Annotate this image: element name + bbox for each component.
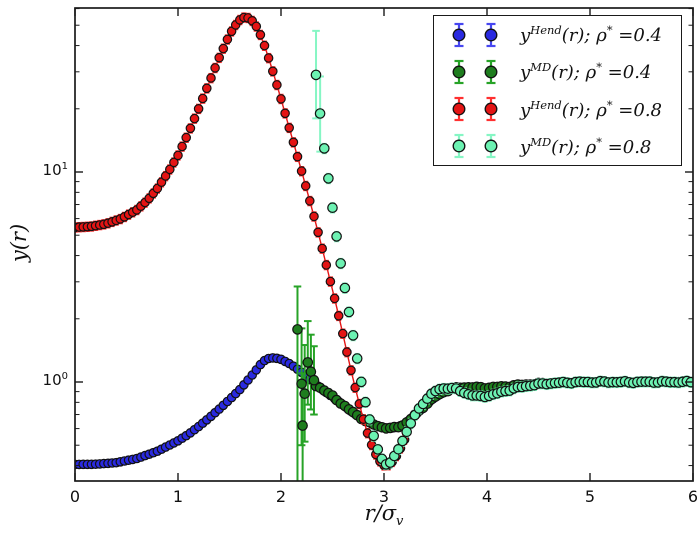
hend-rho08-marker [333, 310, 344, 321]
md-rho08-marker [331, 231, 342, 242]
hend-rho08-marker [189, 113, 200, 124]
legend-marker-md-rho08 [452, 134, 498, 159]
md-rho08-marker [314, 108, 326, 119]
md-rho08-marker [397, 435, 408, 447]
hend-rho08-marker [222, 34, 233, 45]
md-rho08-marker [351, 353, 363, 364]
hend-rho08-marker [337, 328, 348, 339]
hend-rho08-marker [342, 347, 352, 357]
md-rho04-marker [292, 324, 303, 335]
md-rho08-marker [310, 69, 322, 81]
legend-label: yHend(r); ρ* =0.8 [520, 97, 662, 121]
hend-rho08-marker [288, 137, 299, 148]
md-rho08-marker [343, 306, 355, 318]
md-rho08-marker [335, 258, 346, 269]
legend-marker-md-rho04 [452, 59, 498, 84]
md-rho04-marker [296, 378, 307, 390]
hend-rho08-marker [300, 181, 311, 191]
legend-entry-hend-rho08: yHend(r); ρ* =0.8 [434, 91, 681, 128]
md-rho08-marker [323, 173, 334, 184]
hend-rho08-marker [160, 171, 171, 181]
hend-rho08-marker [272, 80, 282, 90]
hend-rho08-marker [218, 43, 229, 54]
md-rho04-marker [297, 420, 308, 431]
legend-marker-hend-rho08 [452, 97, 498, 122]
legend-label: yMD(r); ρ* =0.8 [520, 134, 652, 158]
legend-label: yMD(r); ρ* =0.4 [520, 60, 652, 84]
md-rho08-marker [355, 376, 367, 388]
hend-rho08-marker [321, 260, 332, 270]
legend-entry-hend-rho04: yHend(r); ρ* =0.4 [434, 16, 681, 53]
hend-rho08-marker [210, 63, 220, 73]
hend-rho08-marker [177, 141, 187, 152]
hend-rho08-marker [325, 276, 336, 287]
data-layer [75, 12, 693, 481]
hend-rho08-marker [329, 293, 340, 304]
md-rho08-marker [327, 202, 338, 213]
legend: yHend(r); ρ* =0.4 yMD(r); ρ* =0.4 [433, 15, 682, 166]
hend-rho08-marker [181, 132, 191, 143]
hend-rho08-marker [292, 151, 303, 162]
md-rho04-marker [308, 374, 320, 386]
md-rho08-marker [372, 444, 384, 455]
legend-marker-hend-rho04 [452, 22, 498, 47]
hend-rho08-marker [214, 52, 224, 63]
hend-rho08-line [75, 16, 406, 467]
hend-rho08-marker [206, 73, 216, 83]
hend-rho08-marker [202, 83, 212, 94]
hend-rho08-marker [169, 157, 179, 168]
md-rho08-marker [347, 330, 359, 341]
hend-rho08-marker [255, 29, 266, 40]
md-rho08-marker [368, 430, 379, 442]
md-rho08-marker [364, 414, 375, 425]
hend-rho08-marker [197, 93, 208, 104]
legend-entry-md-rho08: yMD(r); ρ* =0.8 [434, 128, 681, 165]
hend-rho08-marker [276, 94, 286, 104]
hend-rho08-marker [346, 365, 356, 376]
hend-rho08-marker [317, 243, 327, 254]
md-rho08-marker [339, 282, 351, 294]
hend-rho08-marker [280, 108, 290, 119]
hend-rho08-marker [251, 21, 262, 32]
legend-entry-md-rho04: yMD(r); ρ* =0.4 [434, 53, 681, 90]
md-rho08-marker [360, 396, 371, 408]
hend-rho08-marker [313, 227, 323, 238]
hend-rho04-line [75, 357, 447, 466]
hend-rho08-marker [165, 164, 175, 175]
md-rho08-marker [393, 443, 404, 455]
md-rho08-marker [401, 426, 412, 438]
hend-rho08-marker [296, 166, 307, 176]
hend-rho08-marker [284, 123, 294, 133]
hend-rho08-marker [267, 66, 278, 77]
hend-rho08-marker [173, 150, 183, 161]
hend-rho08-marker [185, 123, 196, 134]
md-rho04-marker [299, 388, 310, 399]
md-rho04-marker [302, 357, 314, 368]
hend-rho08-marker [309, 211, 319, 222]
hend-rho08-marker [193, 104, 204, 114]
hend-rho08-marker [259, 40, 270, 51]
md-rho08-marker [318, 143, 330, 154]
hend-rho08-marker [263, 53, 274, 63]
md-rho08-marker [405, 418, 417, 429]
legend-label: yHend(r); ρ* =0.4 [520, 23, 662, 47]
hend-rho08-marker [304, 196, 315, 206]
